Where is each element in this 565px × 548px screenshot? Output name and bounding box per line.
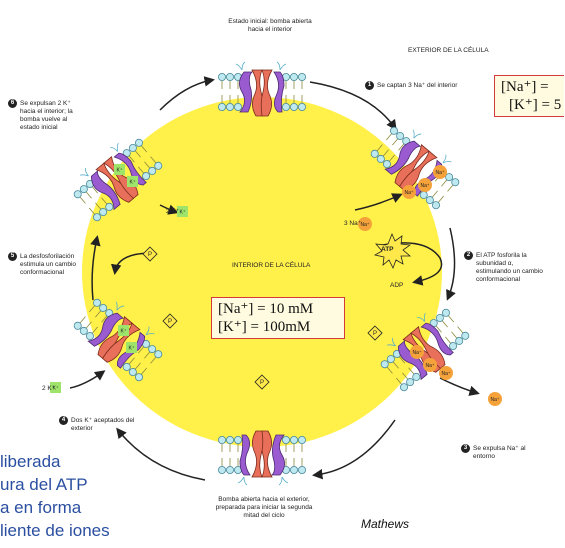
svg-text:K⁺: K⁺: [53, 386, 59, 392]
side-text-line: liberada: [0, 452, 61, 471]
svg-text:Na⁺: Na⁺: [412, 350, 421, 356]
outside-concentration-box: [Na⁺] = [K⁺] = 5: [494, 75, 564, 117]
side-text-block: liberada ura del ATP a en forma liente d…: [0, 450, 110, 542]
label-two-k-outside: 2 K⁺: [42, 385, 56, 392]
step-4-text: Dos K⁺ aceptados del exterior: [71, 417, 135, 432]
svg-text:K⁺: K⁺: [121, 329, 127, 335]
na-ion: Na⁺: [402, 185, 416, 199]
na-ion: Na⁺: [418, 178, 432, 192]
inside-k-concentration: [K⁺] = 100mM: [218, 319, 311, 335]
pump-state-top: [217, 61, 307, 117]
na-ion: Na⁺: [433, 165, 447, 179]
atp-burst: [373, 232, 412, 269]
svg-text:P: P: [148, 252, 152, 258]
step-3-text: Se expulsa Na⁺ al entorno: [473, 445, 526, 460]
credit-label: Mathews: [361, 517, 410, 531]
side-text-line: ura del ATP: [0, 475, 88, 494]
na-ion: Na⁺: [488, 392, 502, 406]
phosphate: P: [367, 325, 383, 341]
svg-text:Na⁺: Na⁺: [360, 222, 369, 228]
svg-text:Na⁺: Na⁺: [420, 183, 429, 189]
step-5-number: 5: [8, 252, 17, 261]
label-atp: ATP: [381, 246, 394, 253]
k-ion: K⁺: [127, 176, 138, 187]
svg-text:P: P: [260, 380, 264, 386]
label-interior: INTERIOR DE LA CÉLULA: [232, 262, 311, 269]
na-ion: Na⁺: [423, 358, 437, 372]
inside-na-concentration: [Na⁺] = 10 mM: [218, 301, 314, 317]
pump-state-bottom: [217, 430, 307, 486]
svg-text:K⁺: K⁺: [117, 168, 123, 174]
cytoplasm: [82, 97, 442, 447]
cycle-arrows: [69, 76, 480, 481]
outside-k-concentration: [K⁺] = 5: [509, 97, 562, 113]
label-three-na: 3 Na⁺: [344, 220, 362, 227]
step-3-number: 3: [461, 444, 470, 453]
step-6-text: Se expulsan 2 K⁺ hacia el interior; la b…: [20, 100, 73, 131]
label-exterior: EXTERIOR DE LA CÉLULA: [408, 47, 489, 54]
svg-text:Na⁺: Na⁺: [425, 363, 434, 369]
inside-concentration-box: [Na⁺] = 10 mM [K⁺] = 100mM: [211, 297, 345, 339]
svg-text:K⁺: K⁺: [129, 346, 135, 352]
label-open-outward: Bomba abierta hacia el exterior, prepara…: [215, 496, 313, 519]
svg-text:Na⁺: Na⁺: [490, 397, 499, 403]
svg-text:K⁺: K⁺: [180, 210, 186, 216]
na-ion: Na⁺: [439, 366, 453, 380]
side-text-line: a en forma: [0, 498, 82, 517]
svg-text:P: P: [168, 319, 172, 325]
svg-text:K⁺: K⁺: [130, 180, 136, 186]
step-6-number: 6: [8, 99, 17, 108]
step-4-number: 4: [59, 416, 68, 425]
svg-text:Na⁺: Na⁺: [404, 190, 413, 196]
na-ion: Na⁺: [410, 345, 424, 359]
k-ion: K⁺: [114, 164, 125, 175]
k-ion: K⁺: [177, 206, 188, 217]
svg-text:Na⁺: Na⁺: [435, 170, 444, 176]
step-1-number: 1: [365, 81, 374, 90]
side-text-line: liente de iones: [0, 521, 110, 540]
label-initial-state: Estado inicial: bomba abierta hacia el i…: [228, 18, 312, 33]
phosphate: P: [142, 246, 158, 262]
phosphate: P: [254, 374, 270, 390]
k-ion: K⁺: [126, 342, 137, 353]
na-ion: Na⁺: [358, 217, 372, 231]
phosphate: P: [162, 313, 178, 329]
svg-text:P: P: [373, 331, 377, 337]
outside-na-concentration: [Na⁺] =: [501, 79, 549, 95]
k-ion: K⁺: [118, 325, 129, 336]
step-2-text: El ATP fosforila la subunidad α, estimul…: [476, 252, 543, 283]
step-5-text: La desfosforilación estimula un cambio c…: [20, 253, 76, 276]
label-adp: ADP: [390, 282, 404, 289]
k-ion: K⁺: [50, 382, 61, 393]
svg-text:Na⁺: Na⁺: [441, 371, 450, 377]
label-two-k-inside: 2 K⁺: [166, 208, 180, 215]
step-1-text: Se captan 3 Na⁺ del interior: [377, 82, 458, 89]
step-2-number: 2: [464, 251, 473, 260]
